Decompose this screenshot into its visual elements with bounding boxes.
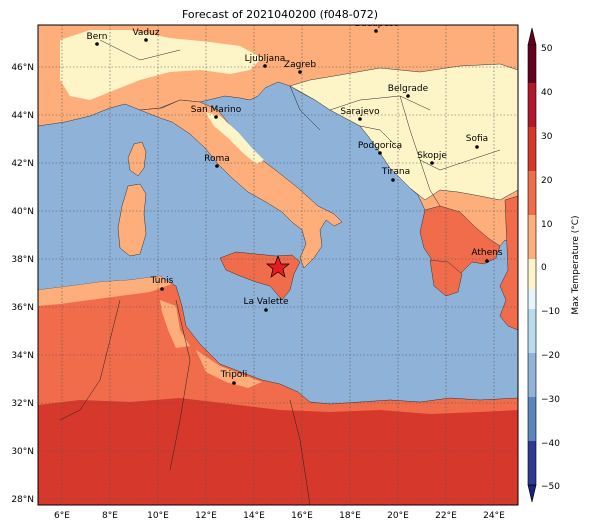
city-dot-skopje [430, 161, 434, 165]
balkans-land [289, 63, 518, 201]
cities: Bern Vaduz Budapest Ljubljana Zagreb Bel… [87, 19, 503, 385]
city-dot-athens [485, 259, 489, 263]
svg-text:28°N: 28°N [11, 495, 34, 505]
svg-text:38°N: 38°N [11, 255, 34, 265]
colorbar-label: Max Temperature (°C) [571, 215, 581, 314]
city-label-san-marino: San Marino [191, 105, 242, 115]
city-dot-budapest [374, 29, 378, 33]
svg-text:−20: −20 [541, 351, 560, 361]
apennines-cool [205, 112, 264, 164]
svg-text:18°E: 18°E [339, 511, 361, 521]
city-dot-sofia [475, 145, 479, 149]
map-frame [37, 24, 519, 506]
corsica-land [127, 141, 147, 177]
city-dot-bern [95, 42, 99, 46]
city-label-tirana: Tirana [381, 167, 410, 177]
svg-text:8°E: 8°E [102, 511, 118, 521]
borders [59, 39, 501, 505]
svg-text:24°E: 24°E [483, 511, 505, 521]
city-label-budapest: Budapest [355, 19, 398, 29]
lon-tick-labels: 6°E 8°E 10°E 12°E 14°E 16°E 18°E 20°E 22… [54, 511, 505, 521]
svg-text:−40: −40 [541, 439, 560, 449]
map-area: Bern Vaduz Budapest Ljubljana Zagreb Bel… [38, 19, 518, 505]
figure-title: Forecast of 2021040200 (f048-072) [182, 8, 378, 21]
city-dot-sarajevo [358, 117, 362, 121]
svg-text:20°E: 20°E [387, 511, 409, 521]
sardinia-land [117, 183, 147, 257]
city-dot-podgorica [378, 151, 382, 155]
svg-text:40°N: 40°N [11, 207, 34, 217]
city-dot-vaduz [144, 38, 148, 42]
svg-text:36°N: 36°N [11, 303, 34, 313]
svg-text:14°E: 14°E [243, 511, 265, 521]
svg-text:−10: −10 [541, 307, 560, 317]
svg-text:10°E: 10°E [147, 511, 169, 521]
city-label-vaduz: Vaduz [132, 28, 159, 38]
svg-text:22°E: 22°E [435, 511, 457, 521]
svg-text:34°N: 34°N [11, 351, 34, 361]
svg-text:16°E: 16°E [291, 511, 313, 521]
svg-text:6°E: 6°E [54, 511, 70, 521]
city-label-belgrade: Belgrade [388, 84, 429, 94]
svg-text:40: 40 [541, 88, 553, 98]
city-label-ljubljana: Ljubljana [245, 54, 286, 64]
svg-text:10: 10 [541, 220, 553, 230]
city-label-roma: Roma [204, 154, 230, 164]
city-dot-tripoli [232, 381, 236, 385]
city-label-athens: Athens [471, 248, 502, 258]
svg-text:50: 50 [541, 44, 553, 54]
colorbar-bottom-arrow [527, 484, 537, 503]
lat-tick-labels: 28°N 30°N 32°N 34°N 36°N 38°N 40°N 42°N … [11, 63, 34, 505]
colorbar-top-arrow [527, 27, 537, 46]
city-dot-zagreb [298, 70, 302, 74]
svg-text:20: 20 [541, 176, 553, 186]
svg-text:−30: −30 [541, 395, 560, 405]
svg-text:30: 30 [541, 132, 553, 142]
location-star-icon [266, 255, 290, 278]
colorbar: 50 40 30 20 10 0 −10 −20 −30 −40 −50 Max… [527, 27, 581, 503]
city-dot-san-marino [214, 115, 218, 119]
city-label-bern: Bern [87, 32, 108, 42]
alps-cool [60, 30, 262, 100]
tunisia-warm [38, 276, 172, 306]
city-label-sofia: Sofia [466, 134, 488, 144]
city-label-tunis: Tunis [150, 276, 174, 286]
city-dot-ljubljana [263, 64, 267, 68]
gridlines [38, 25, 518, 505]
city-dot-la-valette [264, 308, 268, 312]
city-label-zagreb: Zagreb [284, 60, 316, 70]
svg-text:42°N: 42°N [11, 159, 34, 169]
svg-text:12°E: 12°E [195, 511, 217, 521]
city-label-tripoli: Tripoli [220, 370, 248, 380]
svg-text:0: 0 [541, 263, 547, 273]
svg-text:44°N: 44°N [11, 111, 34, 121]
city-label-sarajevo: Sarajevo [340, 107, 380, 117]
svg-text:32°N: 32°N [11, 399, 34, 409]
tunisia-coast-warm [160, 300, 190, 348]
svg-text:46°N: 46°N [11, 63, 34, 73]
city-label-la-valette: La Valette [244, 297, 289, 307]
city-label-skopje: Skopje [417, 151, 447, 161]
city-dot-roma [215, 164, 219, 168]
svg-text:30°N: 30°N [11, 447, 34, 457]
libya-coast-warm [196, 350, 262, 388]
svg-text:−50: −50 [541, 482, 560, 492]
city-dot-tunis [160, 287, 164, 291]
city-dot-belgrade [406, 94, 410, 98]
city-label-podgorica: Podgorica [358, 141, 402, 151]
city-dot-tirana [391, 178, 395, 182]
turkey-edge [499, 195, 518, 331]
